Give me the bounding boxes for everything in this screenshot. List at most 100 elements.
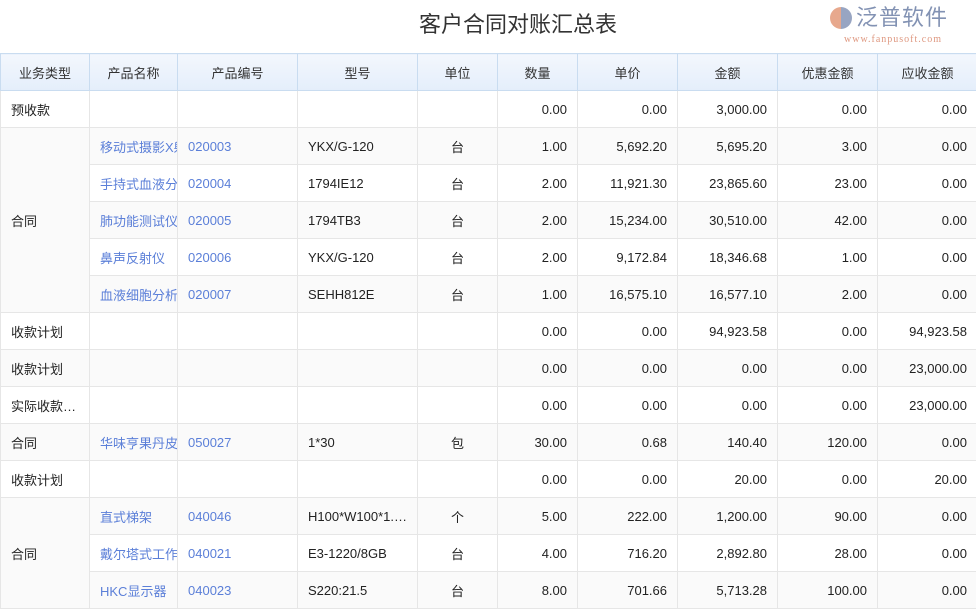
quantity-cell: 0.00 <box>497 460 578 498</box>
unit-cell: 台 <box>417 201 498 239</box>
amount-cell: 20.00 <box>677 460 778 498</box>
model-cell: H100*W100*1.… <box>297 497 418 535</box>
column-header[interactable]: 应收金额 <box>877 53 976 91</box>
product-code-link <box>177 349 298 387</box>
table-row: 血液细胞分析仪020007SEHH812E台1.0016,575.1016,57… <box>1 275 976 313</box>
quantity-cell: 4.00 <box>497 534 578 572</box>
model-cell: E3-1220/8GB <box>297 534 418 572</box>
receivable-cell: 23,000.00 <box>877 349 976 387</box>
product-code-link[interactable]: 040023 <box>177 571 298 609</box>
quantity-cell: 5.00 <box>497 497 578 535</box>
discount-cell: 3.00 <box>777 127 878 165</box>
table-row: 实际收款(… 0.00 0.00 0.00 0.00 23,000.00 <box>0 386 976 424</box>
column-header[interactable]: 产品名称 <box>89 53 178 91</box>
table-row: 预收款 0.00 0.00 3,000.00 0.00 0.00 <box>0 90 976 128</box>
column-header[interactable]: 型号 <box>297 53 418 91</box>
product-name-link <box>89 460 178 498</box>
amount-cell: 18,346.68 <box>677 238 778 276</box>
column-header[interactable]: 数量 <box>497 53 578 91</box>
product-name-link[interactable]: 血液细胞分析仪 <box>89 275 178 313</box>
product-name-link[interactable]: HKC显示器 <box>89 571 178 609</box>
business-type-cell: 收款计划 <box>0 460 90 498</box>
unit-price-cell: 716.20 <box>577 534 678 572</box>
product-name-link[interactable]: 肺功能测试仪 <box>89 201 178 239</box>
receivable-cell: 0.00 <box>877 497 976 535</box>
product-name-link[interactable]: 戴尔塔式工作站 <box>89 534 178 572</box>
discount-cell: 120.00 <box>777 423 878 461</box>
product-code-link[interactable]: 020005 <box>177 201 298 239</box>
amount-cell: 30,510.00 <box>677 201 778 239</box>
unit-price-cell: 16,575.10 <box>577 275 678 313</box>
product-name-link[interactable]: 直式梯架 <box>89 497 178 535</box>
product-code-link[interactable]: 050027 <box>177 423 298 461</box>
column-header[interactable]: 产品编号 <box>177 53 298 91</box>
business-type-cell: 收款计划 <box>0 312 90 350</box>
unit-cell: 台 <box>417 238 498 276</box>
quantity-cell: 2.00 <box>497 201 578 239</box>
product-code-link[interactable]: 020006 <box>177 238 298 276</box>
model-cell: YKX/G-120 <box>297 238 418 276</box>
business-type-cell: 实际收款(… <box>0 386 90 424</box>
column-header[interactable]: 业务类型 <box>0 53 90 91</box>
model-cell <box>297 460 418 498</box>
table-row: HKC显示器 040023 S220:21.5 台 8.00 701.66 5,713.28… <box>1 571 976 609</box>
unit-cell: 台 <box>417 571 498 609</box>
product-code-link[interactable]: 020007 <box>177 275 298 313</box>
discount-cell: 0.00 <box>777 386 878 424</box>
product-name-link <box>89 349 178 387</box>
quantity-cell: 0.00 <box>497 386 578 424</box>
column-header[interactable]: 单价 <box>577 53 678 91</box>
business-type-cell: 预收款 <box>0 90 90 128</box>
amount-cell: 23,865.60 <box>677 164 778 202</box>
product-code-link <box>177 386 298 424</box>
discount-cell: 28.00 <box>777 534 878 572</box>
table-row: 肺功能测试仪 020005 1794TB3 台 2.00 15,234.00 30,510.… <box>1 201 976 239</box>
business-type-cell: 收款计划 <box>0 349 90 387</box>
table-row: 收款计划 0.00 0.00 94,923.58 0.00 94,923.58 <box>0 312 976 350</box>
table-row: 戴尔塔式工作站040021E3-1220/8GB台4.00716.202,892… <box>1 534 976 572</box>
unit-cell: 包 <box>417 423 498 461</box>
model-cell: 1794TB3 <box>297 201 418 239</box>
table-row: 收款计划 0.00 0.00 20.00 0.00 20.00 <box>0 460 976 498</box>
model-cell <box>297 90 418 128</box>
business-type-cell: 合同 <box>0 423 90 461</box>
column-header[interactable]: 优惠金额 <box>777 53 878 91</box>
quantity-cell: 0.00 <box>497 349 578 387</box>
quantity-cell: 1.00 <box>497 275 578 313</box>
quantity-cell: 0.00 <box>497 90 578 128</box>
business-type-cell: 合同 <box>0 497 90 609</box>
unit-cell: 台 <box>417 534 498 572</box>
amount-cell: 2,892.80 <box>677 534 778 572</box>
unit-price-cell: 0.00 <box>577 312 678 350</box>
quantity-cell: 30.00 <box>497 423 578 461</box>
product-code-link[interactable]: 020003 <box>177 127 298 165</box>
product-name-link[interactable]: 华味亨果丹皮 <box>89 423 178 461</box>
quantity-cell: 1.00 <box>497 127 578 165</box>
receivable-cell: 20.00 <box>877 460 976 498</box>
unit-price-cell: 0.00 <box>577 90 678 128</box>
business-type-cell: 合同 <box>0 127 90 313</box>
product-name-link[interactable]: 移动式摄影X射线机 <box>89 127 178 165</box>
unit-cell: 台 <box>417 164 498 202</box>
unit-cell: 台 <box>417 127 498 165</box>
unit-cell: 个 <box>417 497 498 535</box>
amount-cell: 94,923.58 <box>677 312 778 350</box>
product-code-link[interactable]: 020004 <box>177 164 298 202</box>
receivable-cell: 0.00 <box>877 90 976 128</box>
discount-cell: 100.00 <box>777 571 878 609</box>
product-name-link[interactable]: 手持式血液分析仪 <box>89 164 178 202</box>
product-code-link <box>177 90 298 128</box>
unit-cell: 台 <box>417 275 498 313</box>
product-code-link[interactable]: 040021 <box>177 534 298 572</box>
model-cell: YKX/G-120 <box>297 127 418 165</box>
model-cell: SEHH812E <box>297 275 418 313</box>
quantity-cell: 0.00 <box>497 312 578 350</box>
column-header[interactable]: 金额 <box>677 53 778 91</box>
amount-cell: 0.00 <box>677 386 778 424</box>
product-name-link[interactable]: 鼻声反射仪 <box>89 238 178 276</box>
model-cell: 1794IE12 <box>297 164 418 202</box>
product-code-link[interactable]: 040046 <box>177 497 298 535</box>
column-header[interactable]: 单位 <box>417 53 498 91</box>
product-code-link <box>177 460 298 498</box>
unit-price-cell: 0.00 <box>577 386 678 424</box>
